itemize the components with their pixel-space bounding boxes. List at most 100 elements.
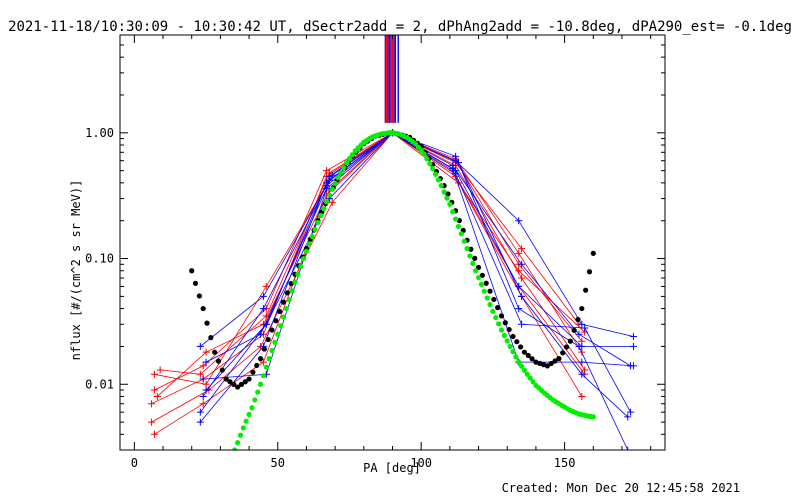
model-green-dot-129 (590, 414, 596, 420)
model-green-dot-34 (329, 186, 335, 192)
series-point-7-5 (515, 217, 523, 225)
series-point-8-0 (196, 408, 204, 416)
model-green-dot-103 (518, 363, 525, 369)
model-black-dot-90 (521, 349, 528, 355)
model-black-dot-24 (280, 299, 287, 305)
model-green-dot-17 (280, 314, 287, 320)
model-black-dot-13 (238, 381, 245, 387)
model-green-dot-78 (447, 201, 453, 207)
series-point-11-2 (323, 185, 331, 193)
model-green-dot-102 (516, 359, 522, 365)
model-green-dot-28 (312, 226, 318, 233)
model-green-dot-85 (467, 253, 473, 259)
series-point-4-3 (328, 198, 336, 206)
model-green-dot-104 (521, 367, 528, 373)
model-green-dot-22 (295, 271, 301, 277)
series-point-12-5 (518, 292, 526, 300)
model-green-dot-101 (513, 354, 519, 360)
model-green-dot-7 (252, 397, 258, 403)
model-green-dot-2 (237, 432, 244, 438)
series-point-7-0 (196, 418, 204, 426)
model-green-dot-67 (415, 144, 421, 150)
model-black-dot-2 (196, 293, 202, 299)
series-line-12 (200, 132, 628, 418)
x-tick-label-50: 50 (271, 456, 285, 470)
model-green-dot-86 (470, 260, 476, 266)
series-point-9-7 (629, 342, 637, 350)
model-green-dot-18 (283, 305, 289, 312)
model-black-dot-107 (586, 269, 593, 275)
series-point-12-4 (452, 152, 460, 160)
series-point-1-0 (150, 386, 158, 394)
model-green-dot-33 (326, 192, 332, 198)
model-black-dot-23 (277, 308, 283, 315)
model-green-dot-32 (323, 199, 330, 205)
model-green-dot-100 (510, 349, 516, 355)
model-green-dot-92 (487, 302, 493, 308)
axes: 0 50 100 150 0.01 0.10 1.00 (85, 34, 665, 470)
model-black-dot-86 (506, 326, 512, 333)
model-green-dot-12 (266, 356, 272, 362)
series-point-12-6 (578, 370, 586, 378)
model-green-dot-69 (421, 151, 427, 157)
model-green-dot-89 (478, 281, 485, 287)
chart-title: 2021-11-18/10:30:09 - 10:30:42 UT, dSect… (8, 19, 792, 35)
model-green-dot-41 (349, 152, 355, 158)
series-point-6-0 (156, 366, 164, 374)
series-point-12-7 (624, 413, 632, 421)
model-green-dot-77 (444, 195, 450, 201)
series-point-5-1 (199, 400, 207, 408)
model-green-dot-39 (344, 159, 350, 166)
series-point-13-6 (575, 342, 583, 350)
model-green-dot-15 (275, 331, 281, 337)
series-point-2-6 (518, 274, 526, 282)
model-green-dot-11 (263, 364, 269, 370)
model-black-dot-15 (246, 376, 252, 382)
model-black-dot-99 (556, 356, 562, 362)
model-green-dot-37 (338, 170, 344, 176)
model-green-dot-10 (260, 373, 267, 379)
model-black-dot-103 (571, 327, 577, 333)
model-green-dot-31 (321, 206, 327, 212)
model-green-dot-76 (441, 189, 447, 195)
series-point-4-0 (148, 418, 156, 426)
series-point-10-0 (199, 375, 207, 383)
model-black-dot-20 (265, 336, 271, 343)
model-black-dot-87 (510, 333, 516, 340)
model-green-dot-36 (335, 175, 341, 181)
y-axis-label: nflux [#/(cm^2 s sr MeV)] (69, 180, 83, 361)
model-black-dot-16 (250, 369, 256, 375)
model-green-dot-35 (332, 180, 338, 187)
y-tick-label-2: 1.00 (85, 126, 114, 140)
model-black-dot-83 (495, 305, 501, 311)
series-point-1-6 (515, 249, 523, 257)
model-green-dot-83 (461, 238, 467, 244)
series-line-5 (154, 132, 585, 435)
model-green-dot-74 (435, 177, 441, 183)
model-black-dot-97 (548, 360, 554, 367)
series-point-11-4 (449, 165, 457, 173)
model-black-dot-84 (498, 313, 505, 319)
model-green-dot-68 (418, 147, 424, 154)
model-green-dot-26 (306, 241, 312, 247)
model-black-dot-10 (227, 379, 233, 385)
model-black-dot-89 (518, 344, 524, 350)
model-black-dot-3 (200, 305, 206, 312)
model-black-dot-101 (563, 344, 570, 350)
model-green-dot-90 (481, 288, 487, 294)
series-point-7-7 (629, 332, 637, 340)
series-point-8-5 (518, 260, 526, 268)
model-black-dot-80 (483, 280, 489, 286)
model-green-dot-16 (278, 323, 284, 329)
series-point-3-1 (202, 348, 210, 356)
model-green-dot-94 (493, 314, 499, 321)
model-green-dot-87 (473, 268, 479, 274)
model-black-dot-76 (468, 246, 474, 252)
model-green-dot-95 (496, 321, 502, 327)
model-black-dot-1 (192, 280, 199, 286)
model-green-dot-24 (300, 255, 307, 262)
model-black-dot-108 (590, 250, 596, 256)
model-black-dot-104 (575, 316, 581, 323)
series-point-4-7 (578, 392, 586, 400)
model-black-dot-9 (223, 376, 229, 382)
